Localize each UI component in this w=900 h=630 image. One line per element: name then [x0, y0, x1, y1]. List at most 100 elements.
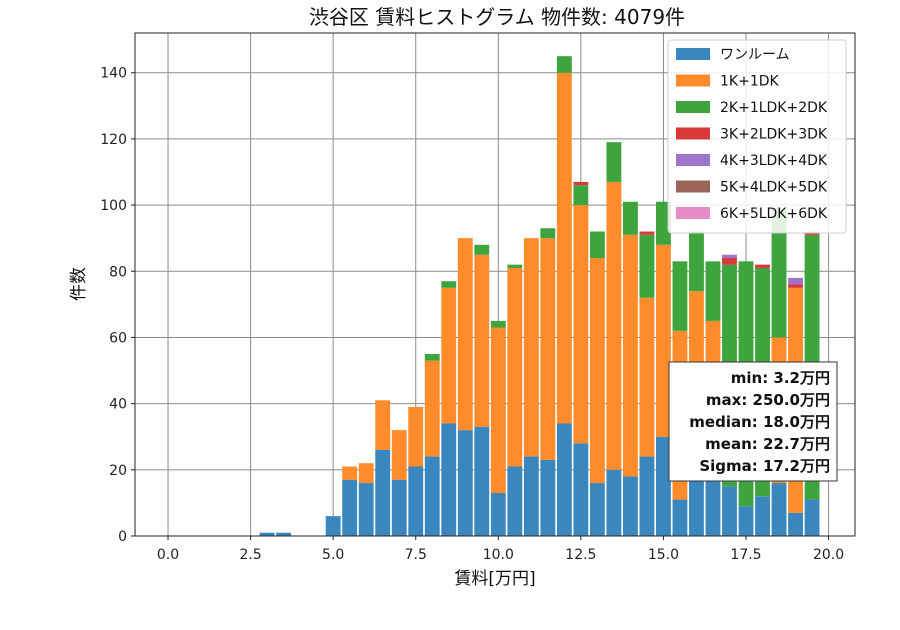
stats-box-frame	[668, 361, 838, 482]
x-tick-label-1: 2.5	[239, 547, 261, 563]
bar-series0-bin14	[391, 479, 407, 536]
x-tick-label-4: 10.0	[483, 547, 514, 563]
bar-series3-bin29	[639, 231, 655, 235]
bar-series4-bin34	[722, 254, 737, 259]
bar-series2-bin29	[639, 234, 655, 298]
bar-series2-bin37	[771, 208, 787, 338]
bar-series1-bin30	[656, 244, 671, 437]
bar-series0-bin25	[573, 443, 589, 536]
y-tick-label-7: 140	[100, 66, 127, 82]
bar-series2-bin19	[474, 244, 490, 255]
axes	[134, 32, 856, 537]
bar-series0-bin18	[457, 430, 473, 536]
legend-label-5: 5K+4LDK+5DK	[720, 180, 828, 196]
bar-series0-bin33	[705, 466, 721, 536]
x-axis-label: 賃料[万円]	[454, 569, 535, 589]
bar-series0-bin36	[755, 496, 770, 536]
y-axis-label: 件数	[69, 267, 89, 301]
bar-series1-bin22	[523, 238, 539, 457]
bar-series0-bin30	[656, 436, 671, 536]
legend-swatch-4	[676, 154, 710, 166]
bar-series1-bin16	[424, 360, 440, 457]
bar-series0-bin23	[540, 459, 556, 536]
stats-line-4: Sigma: 17.2万円	[699, 457, 830, 475]
legend-label-0: ワンルーム	[720, 47, 790, 63]
bar-series2-bin17	[441, 281, 457, 288]
bar-series0-bin21	[507, 466, 523, 536]
bar-series0-bin26	[589, 483, 605, 536]
bar-series1-bin11	[342, 466, 358, 480]
bar-series0-bin34	[722, 486, 737, 536]
bar-series0-bin16	[424, 456, 440, 536]
bar-series1-bin28	[622, 234, 638, 477]
bar-series4-bin38	[788, 277, 803, 285]
bar-series1-bin15	[408, 406, 424, 467]
stats-line-3: mean: 22.7万円	[705, 435, 830, 453]
bar-series0-bin7	[276, 532, 292, 536]
x-tick-label-7: 17.5	[730, 547, 761, 563]
bar-series3-bin36	[755, 264, 770, 268]
bar-series0-bin27	[606, 469, 622, 536]
bar-series0-bin24	[556, 423, 572, 536]
bar-series2-bin20	[490, 320, 506, 328]
bar-series0-bin15	[408, 466, 424, 536]
legend-swatch-3	[676, 127, 710, 140]
bar-series0-bin35	[738, 506, 754, 536]
stats-box: min: 3.2万円 max: 250.0万円 median: 18.0万円 mean…	[668, 361, 838, 482]
legend-label-1: 1K+1DK	[720, 74, 780, 90]
bar-series2-bin24	[556, 56, 572, 73]
bar-series3-bin34	[722, 258, 737, 265]
legend-label-6: 6K+5LDK+6DK	[720, 206, 828, 222]
bar-series2-bin33	[705, 261, 721, 321]
x-tick-label-6: 15.0	[648, 547, 679, 563]
bar-series1-bin23	[540, 238, 556, 460]
bar-series1-bin20	[490, 327, 506, 493]
bar-series0-bin19	[474, 426, 490, 536]
legend-box	[667, 39, 847, 234]
bar-series1-bin25	[573, 205, 589, 444]
x-tick-label-5: 12.5	[565, 547, 596, 563]
bar-series2-bin32	[689, 231, 704, 292]
legend-swatch-2	[676, 101, 710, 113]
bar-series0-bin12	[358, 483, 374, 536]
legend-swatch-5	[676, 180, 710, 193]
legend-swatch-6	[676, 207, 710, 219]
legend-swatch-0	[676, 48, 710, 60]
bar-series1-bin24	[556, 72, 572, 424]
y-tick-label-5: 100	[100, 198, 127, 214]
y-tick-label-2: 40	[109, 397, 127, 413]
bar-series0-bin31	[672, 499, 688, 536]
bar-series2-bin26	[589, 231, 605, 259]
plot-frame	[134, 32, 856, 537]
bar-series1-bin26	[589, 258, 605, 484]
stats-line-0: min: 3.2万円	[731, 369, 830, 387]
bar-series2-bin23	[540, 228, 556, 239]
chart-title: 渋谷区 賃料ヒストグラム 物件数: 4079件	[309, 5, 685, 29]
bar-series2-bin27	[606, 142, 622, 182]
bar-series0-bin20	[490, 492, 506, 536]
bar-series0-bin38	[788, 512, 803, 536]
bar-series0-bin22	[523, 456, 539, 536]
bar-series0-bin11	[342, 479, 358, 536]
bar-series0-bin10	[325, 516, 341, 536]
bar-series2-bin21	[507, 264, 523, 268]
x-tick-label-8: 20.0	[813, 547, 844, 563]
bar-series1-bin21	[507, 267, 523, 467]
y-tick-label-3: 60	[109, 330, 127, 346]
x-tick-label-3: 7.5	[405, 547, 427, 563]
y-tick-label-4: 80	[109, 264, 127, 280]
bars	[259, 56, 820, 536]
bar-series1-bin27	[606, 181, 622, 470]
legend-swatch-1	[676, 74, 710, 87]
legend-label-2: 2K+1LDK+2DK	[720, 100, 828, 116]
bar-series2-bin28	[622, 201, 638, 235]
stats-line-2: median: 18.0万円	[689, 413, 830, 431]
y-tick-label-1: 20	[109, 463, 127, 479]
bar-series1-bin14	[391, 430, 407, 480]
stats-line-1: max: 250.0万円	[706, 391, 830, 409]
x-axis-ticks: 0.0 2.5 5.0 7.5 10.0 12.5 15.0 17.5 20.0	[157, 536, 844, 563]
bar-series3-bin38	[788, 284, 803, 288]
bar-series1-bin29	[639, 297, 655, 457]
bar-series0-bin28	[622, 476, 638, 536]
